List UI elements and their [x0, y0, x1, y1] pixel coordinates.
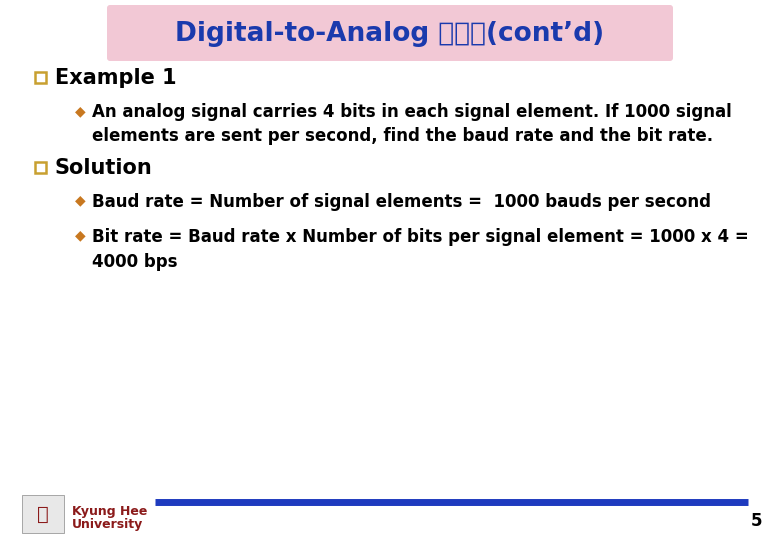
Text: ◆: ◆ [75, 193, 86, 207]
Text: An analog signal carries 4 bits in each signal element. If 1000 signal
elements : An analog signal carries 4 bits in each … [92, 103, 732, 145]
Bar [22, 495, 64, 533]
Text: University: University [72, 518, 144, 531]
FancyBboxPatch shape [107, 5, 673, 61]
Text: ⛯: ⛯ [37, 504, 49, 523]
Text: Bit rate = Baud rate x Number of bits per signal element = 1000 x 4 =
4000 bps: Bit rate = Baud rate x Number of bits pe… [92, 228, 749, 271]
Text: Digital-to-Analog 부호화(cont’d): Digital-to-Analog 부호화(cont’d) [176, 21, 604, 47]
Bar [35, 72, 46, 83]
Text: 5: 5 [750, 512, 762, 530]
Text: Solution: Solution [55, 158, 153, 178]
Text: ◆: ◆ [75, 228, 86, 242]
Text: Kyung Hee: Kyung Hee [72, 505, 147, 518]
Text: ◆: ◆ [75, 104, 86, 118]
Text: Baud rate = Number of signal elements =  1000 bauds per second: Baud rate = Number of signal elements = … [92, 193, 711, 211]
Bar [35, 162, 46, 173]
Text: Example 1: Example 1 [55, 68, 176, 87]
